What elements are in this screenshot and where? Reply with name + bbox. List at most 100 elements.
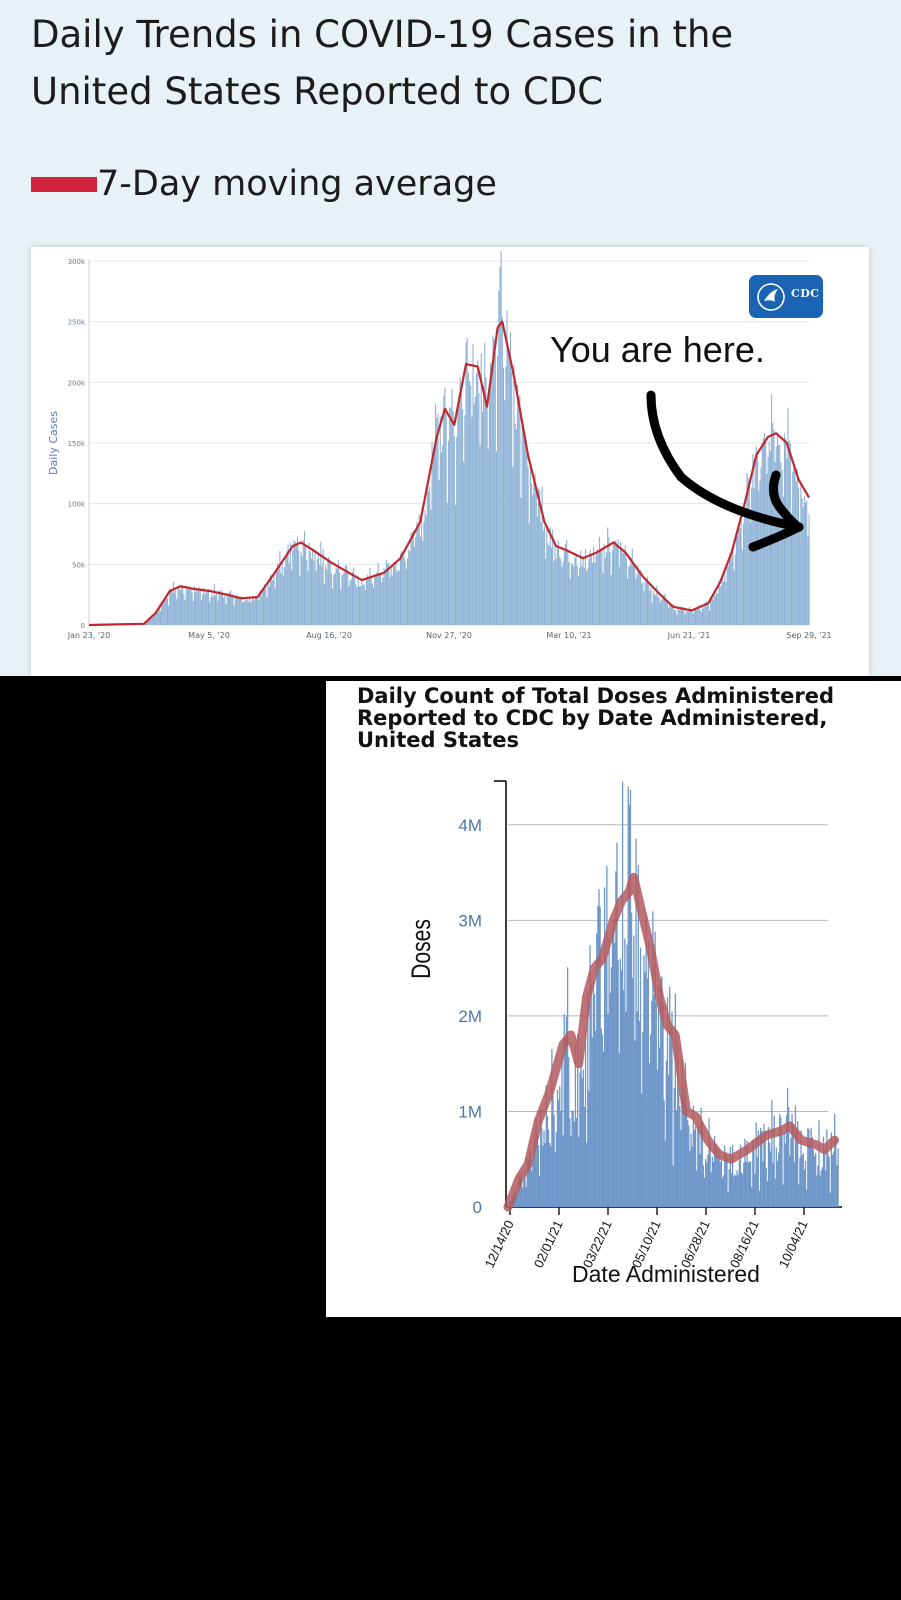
cases-bar xyxy=(239,596,241,625)
doses-bar xyxy=(612,918,615,1207)
doses-bar xyxy=(572,1110,574,1207)
cases-bar xyxy=(390,567,392,625)
cases-bar xyxy=(708,610,711,625)
cases-bar xyxy=(299,575,301,625)
cases-bar xyxy=(459,377,461,625)
cases-bar xyxy=(425,515,427,625)
doses-bar xyxy=(739,1144,742,1207)
cases-bar xyxy=(288,563,290,625)
doses-bar xyxy=(527,1160,529,1207)
cases-bar xyxy=(332,588,334,625)
cases-bar xyxy=(800,485,802,625)
cases-bar xyxy=(454,504,457,625)
cases-bar xyxy=(723,581,725,625)
doses-bar xyxy=(651,1000,653,1207)
cases-bar xyxy=(501,316,503,625)
doses-bar xyxy=(517,1182,519,1207)
cases-bar xyxy=(303,531,306,625)
cases-bar xyxy=(211,593,213,625)
cases-bar xyxy=(624,545,626,625)
cases-bar xyxy=(380,572,382,625)
doses-bar xyxy=(696,1170,698,1207)
cases-bar xyxy=(656,585,658,625)
cases-bar xyxy=(327,558,329,625)
doses-bar xyxy=(592,981,595,1207)
doses-bar xyxy=(629,789,632,1207)
cases-bar xyxy=(561,566,563,625)
cases-bar xyxy=(555,558,557,625)
doses-bar xyxy=(582,1069,584,1207)
cases-bar xyxy=(740,520,742,625)
cases-bar xyxy=(473,403,475,625)
doses-bar xyxy=(748,1161,751,1207)
cases-bar xyxy=(644,582,646,625)
cases-x-tick-label: Mar 10, '21 xyxy=(546,631,591,640)
cases-bar xyxy=(368,578,370,625)
doses-bar xyxy=(818,1120,820,1207)
doses-bar xyxy=(691,1146,693,1207)
cases-bar xyxy=(301,556,303,625)
cases-bar xyxy=(403,555,405,625)
cases-bar xyxy=(747,477,749,625)
cases-bar xyxy=(572,563,574,625)
cases-bar xyxy=(250,602,252,625)
doses-bar xyxy=(808,1129,810,1207)
doses-bar xyxy=(789,1155,791,1207)
cases-bar xyxy=(230,590,232,625)
doses-bar xyxy=(630,912,633,1207)
cases-bar xyxy=(369,568,371,625)
doses-bar xyxy=(523,1179,525,1207)
cases-bar xyxy=(145,621,147,625)
cases-bar xyxy=(180,586,183,625)
doses-bar xyxy=(564,1038,566,1207)
doses-bar xyxy=(633,935,635,1207)
doses-bar xyxy=(589,945,591,1207)
cases-bar xyxy=(426,486,428,625)
cases-bar xyxy=(614,541,616,625)
doses-bar xyxy=(553,1114,555,1207)
cases-bar xyxy=(782,496,784,625)
doses-bar xyxy=(670,1028,672,1207)
cases-bar xyxy=(154,614,156,625)
cases-bar xyxy=(481,411,483,625)
doses-bar xyxy=(605,958,607,1207)
cases-bar xyxy=(404,560,406,625)
cases-bar xyxy=(478,393,480,625)
doses-bar xyxy=(632,977,634,1207)
cases-bar xyxy=(643,590,645,625)
cases-bar xyxy=(195,592,197,625)
cases-bar xyxy=(468,380,471,625)
cases-bar xyxy=(182,586,184,625)
cases-bar xyxy=(396,572,398,625)
cases-bar xyxy=(353,567,355,625)
doses-bar xyxy=(765,1168,767,1207)
cases-bar xyxy=(499,267,501,625)
doses-bar xyxy=(709,1142,711,1207)
cases-y-tick-label: 100k xyxy=(68,501,86,509)
cases-bar xyxy=(622,553,624,625)
cases-bar xyxy=(603,543,605,625)
cases-bar xyxy=(467,372,469,625)
doses-bar xyxy=(646,978,648,1207)
cases-bar xyxy=(224,595,226,625)
cases-bar xyxy=(453,436,455,625)
cases-bar xyxy=(704,602,706,625)
doses-bar xyxy=(807,1127,809,1207)
doses-bar xyxy=(794,1105,797,1207)
cases-bar xyxy=(623,552,625,625)
cases-bar xyxy=(294,541,296,625)
cases-bar xyxy=(799,531,801,625)
doses-bar xyxy=(681,1058,683,1207)
cases-bar xyxy=(439,416,441,625)
doses-y-tick-label: 1M xyxy=(458,1102,482,1121)
doses-bar xyxy=(529,1149,532,1207)
cases-bar xyxy=(295,545,297,625)
doses-bar xyxy=(772,1163,774,1207)
doses-bar xyxy=(545,1085,547,1207)
cases-bar xyxy=(172,581,174,625)
doses-bar xyxy=(734,1174,736,1207)
cases-bar xyxy=(309,551,311,625)
cases-bar xyxy=(372,587,375,625)
cases-bar xyxy=(570,563,572,625)
cases-bar xyxy=(524,438,526,625)
